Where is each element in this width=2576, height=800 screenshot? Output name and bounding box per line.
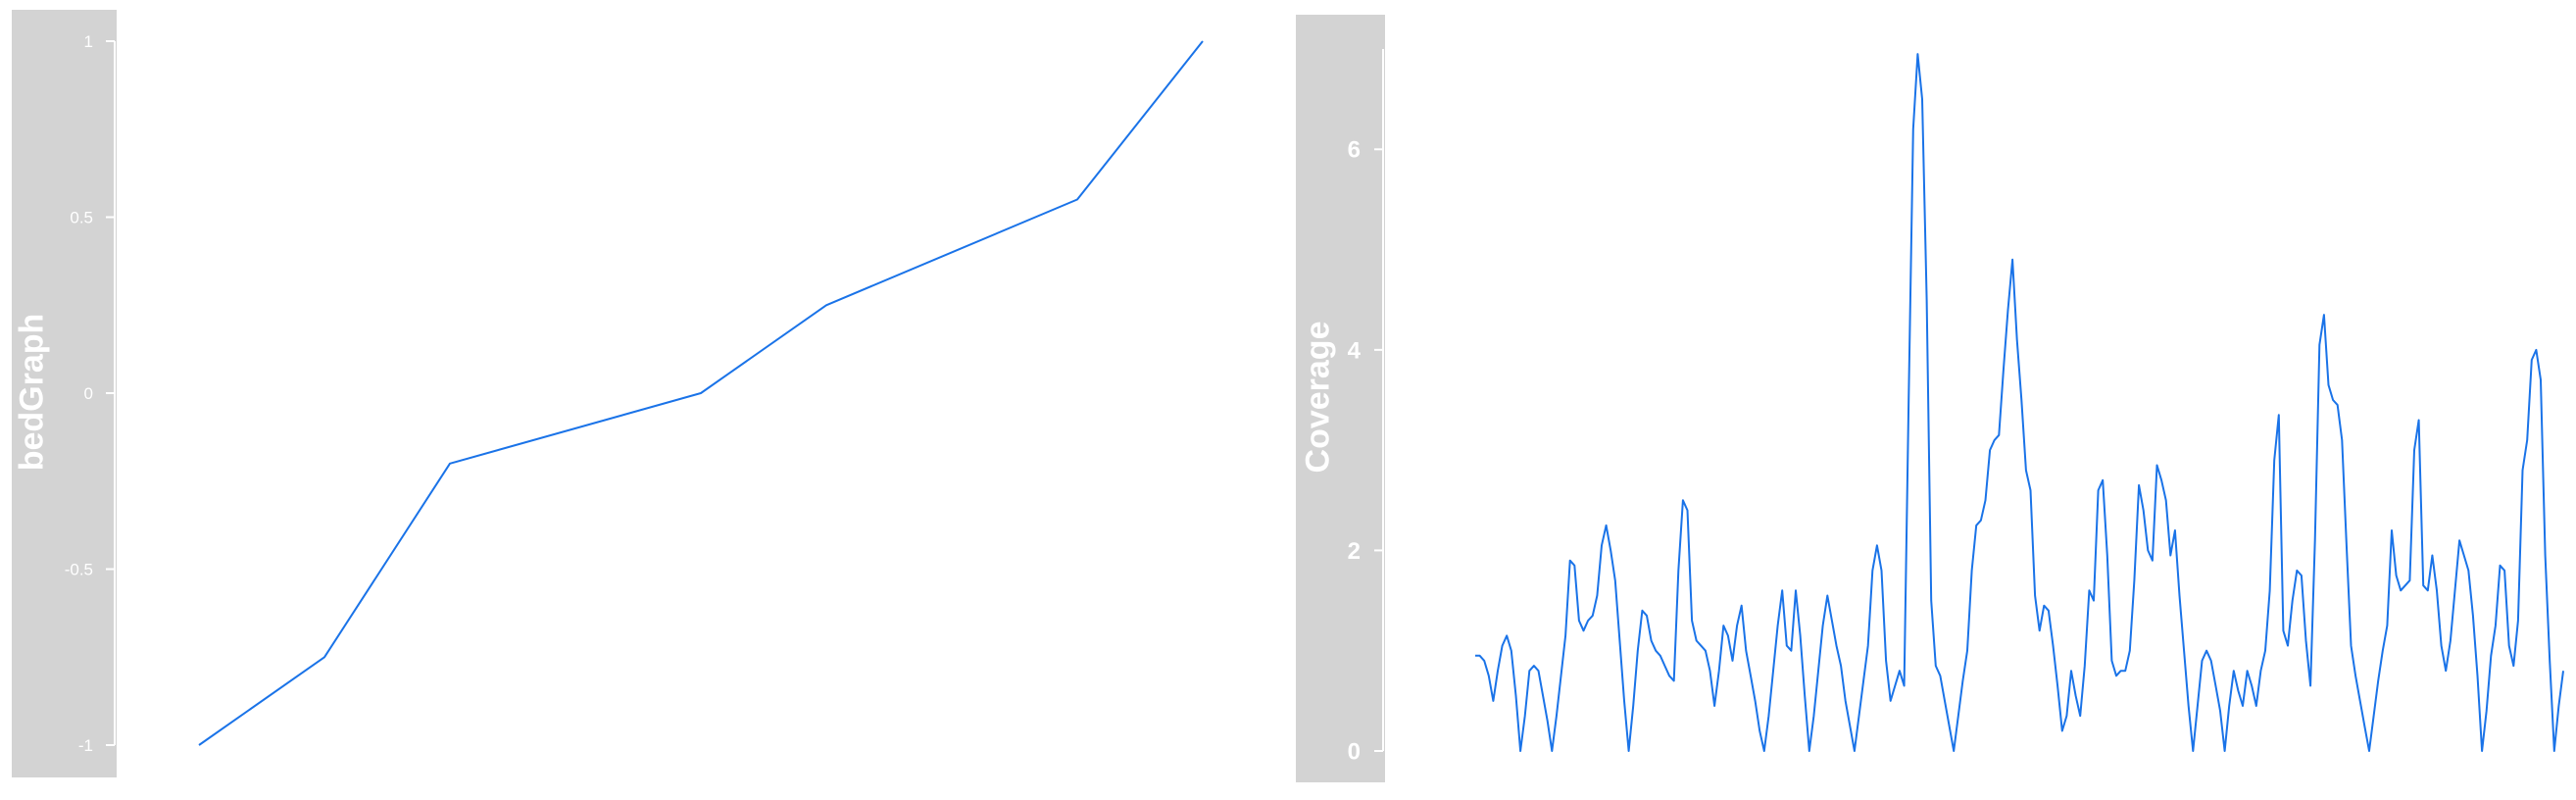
y-tick-label: -0.5 xyxy=(65,560,93,578)
y-tick-label: 4 xyxy=(1348,337,1362,364)
track-label-panel-coverage xyxy=(1296,15,1385,782)
y-tick-label: 0 xyxy=(1348,738,1361,765)
y-tick-label: 6 xyxy=(1348,137,1361,164)
y-tick-label: 0 xyxy=(84,384,93,403)
y-tick-label: -1 xyxy=(78,736,93,755)
data-line xyxy=(1475,53,2564,752)
y-tick-label: 2 xyxy=(1348,538,1361,565)
y-tick-label: 0.5 xyxy=(70,208,93,226)
data-line xyxy=(198,40,1204,746)
y-tick-label: 1 xyxy=(84,32,93,51)
track-label-panel-bedgraph xyxy=(12,10,117,777)
